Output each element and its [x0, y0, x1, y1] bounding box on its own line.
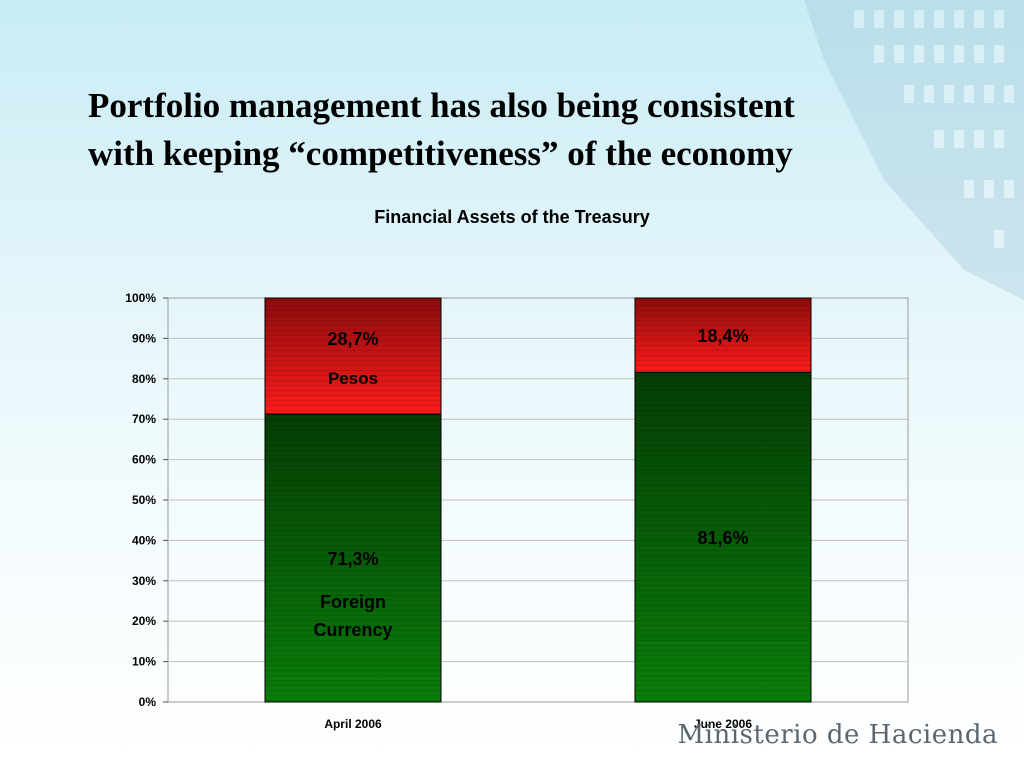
y-tick-label: 80% [132, 372, 156, 386]
slide-title-line-1: Portfolio management has also being cons… [88, 86, 795, 125]
bar-segment-texture [265, 298, 441, 414]
y-tick-label: 100% [125, 291, 156, 305]
x-tick-label: April 2006 [324, 717, 382, 731]
y-tick-label: 30% [132, 574, 156, 588]
bar-segment-texture [635, 372, 811, 702]
chart-title: Financial Assets of the Treasury [374, 207, 650, 227]
y-tick-label: 70% [132, 412, 156, 426]
y-tick-label: 90% [132, 331, 156, 345]
series-label-foreign-currency-line-2: Currency [313, 620, 392, 640]
y-tick-label: 0% [139, 695, 157, 709]
data-label-pesos: 18,4% [697, 326, 748, 346]
y-tick-label: 60% [132, 453, 156, 467]
data-label-foreign-currency: 81,6% [697, 528, 748, 548]
y-tick-label: 40% [132, 533, 156, 547]
slide-title-line-2: with keeping “competitiveness” of the ec… [88, 134, 793, 173]
y-tick-label: 20% [132, 614, 156, 628]
bar-segment-texture [635, 298, 811, 373]
y-tick-label: 10% [132, 655, 156, 669]
series-label-foreign-currency-line-1: Foreign [320, 592, 386, 612]
brand-logo-text: Ministerio de Hacienda [677, 720, 998, 750]
data-label-pesos: 28,7% [327, 329, 378, 349]
slide-title: Portfolio management has also being cons… [88, 82, 948, 178]
series-label-pesos: Pesos [328, 369, 378, 388]
bar-segment-texture [265, 413, 441, 702]
x-tick-label: June 2006 [694, 717, 752, 731]
y-tick-label: 50% [132, 493, 156, 507]
data-label-foreign-currency: 71,3% [327, 549, 378, 569]
